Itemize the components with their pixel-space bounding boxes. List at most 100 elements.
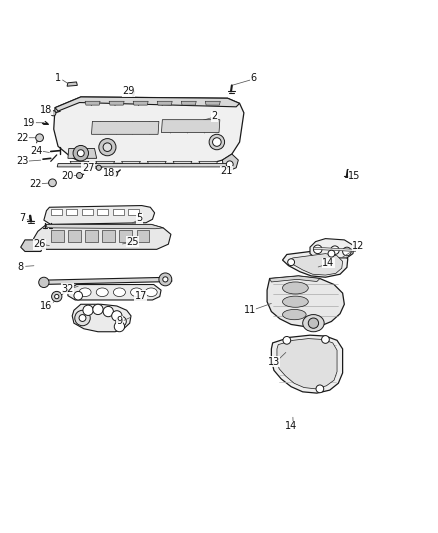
Polygon shape — [289, 254, 343, 275]
Polygon shape — [272, 335, 343, 393]
Polygon shape — [92, 122, 159, 134]
Polygon shape — [68, 230, 81, 241]
Polygon shape — [205, 101, 220, 105]
Polygon shape — [97, 208, 108, 215]
Polygon shape — [57, 164, 229, 167]
Text: 9: 9 — [117, 317, 123, 326]
Text: 11: 11 — [244, 305, 256, 316]
Text: 15: 15 — [348, 171, 360, 181]
Circle shape — [103, 143, 112, 151]
Circle shape — [226, 161, 233, 168]
Circle shape — [343, 247, 351, 256]
Text: 12: 12 — [352, 241, 365, 251]
Ellipse shape — [303, 314, 324, 332]
Circle shape — [283, 336, 291, 344]
Circle shape — [78, 150, 84, 157]
Polygon shape — [267, 276, 344, 327]
Polygon shape — [70, 161, 89, 166]
Text: 1: 1 — [55, 74, 61, 84]
Polygon shape — [44, 206, 155, 224]
Text: 22: 22 — [16, 133, 28, 143]
Text: 19: 19 — [23, 118, 35, 128]
Circle shape — [93, 304, 103, 314]
Polygon shape — [137, 230, 149, 241]
Circle shape — [314, 245, 322, 254]
Ellipse shape — [145, 288, 157, 296]
Polygon shape — [128, 208, 139, 215]
Polygon shape — [199, 161, 218, 166]
Circle shape — [96, 165, 101, 171]
Text: 23: 23 — [16, 156, 28, 166]
Circle shape — [209, 134, 225, 150]
Circle shape — [163, 277, 168, 282]
Ellipse shape — [283, 296, 308, 308]
Polygon shape — [54, 97, 244, 164]
Text: 16: 16 — [40, 301, 53, 311]
Polygon shape — [283, 249, 348, 277]
Polygon shape — [34, 224, 171, 249]
Ellipse shape — [113, 288, 125, 296]
Polygon shape — [113, 208, 124, 215]
Text: 6: 6 — [250, 74, 256, 84]
Circle shape — [52, 292, 62, 302]
Polygon shape — [81, 208, 93, 215]
Polygon shape — [66, 208, 78, 215]
Circle shape — [331, 246, 339, 254]
Polygon shape — [147, 161, 166, 166]
Text: 5: 5 — [137, 213, 143, 223]
Circle shape — [36, 134, 43, 142]
Polygon shape — [85, 101, 100, 105]
Polygon shape — [72, 304, 131, 332]
Polygon shape — [67, 82, 78, 86]
Polygon shape — [102, 230, 115, 241]
Polygon shape — [109, 101, 124, 105]
Polygon shape — [310, 239, 354, 258]
Text: 26: 26 — [33, 239, 46, 249]
Circle shape — [74, 292, 82, 300]
Polygon shape — [181, 101, 196, 105]
Polygon shape — [68, 285, 161, 300]
Text: 20: 20 — [62, 171, 74, 181]
Polygon shape — [51, 230, 64, 241]
Circle shape — [73, 146, 88, 161]
Polygon shape — [46, 224, 163, 229]
Circle shape — [316, 385, 324, 393]
Circle shape — [99, 139, 116, 156]
Circle shape — [116, 316, 126, 327]
Circle shape — [83, 305, 93, 316]
Text: 2: 2 — [212, 111, 218, 122]
Text: 24: 24 — [30, 146, 43, 156]
Text: 8: 8 — [18, 262, 24, 271]
Text: 32: 32 — [62, 284, 74, 294]
Polygon shape — [68, 149, 97, 158]
Polygon shape — [157, 101, 172, 105]
Text: 27: 27 — [82, 163, 94, 173]
Circle shape — [103, 306, 113, 317]
Circle shape — [51, 111, 56, 116]
Circle shape — [112, 311, 122, 321]
Circle shape — [79, 314, 86, 321]
Text: 7: 7 — [19, 213, 25, 223]
Text: 21: 21 — [221, 166, 233, 176]
Circle shape — [328, 250, 335, 257]
Text: 25: 25 — [126, 237, 138, 247]
Ellipse shape — [131, 288, 143, 296]
Ellipse shape — [79, 288, 91, 296]
Polygon shape — [85, 230, 98, 241]
Polygon shape — [55, 97, 240, 111]
Polygon shape — [21, 240, 44, 252]
Circle shape — [77, 173, 82, 179]
Text: 14: 14 — [285, 421, 297, 431]
Polygon shape — [162, 120, 220, 133]
Text: 14: 14 — [322, 258, 335, 268]
Circle shape — [321, 336, 329, 343]
Circle shape — [113, 171, 118, 176]
Ellipse shape — [96, 288, 108, 296]
Polygon shape — [314, 247, 356, 252]
Text: 18: 18 — [40, 105, 53, 115]
Circle shape — [75, 310, 90, 326]
Circle shape — [114, 321, 124, 332]
Circle shape — [55, 294, 59, 298]
Circle shape — [288, 259, 294, 265]
Polygon shape — [96, 161, 115, 166]
